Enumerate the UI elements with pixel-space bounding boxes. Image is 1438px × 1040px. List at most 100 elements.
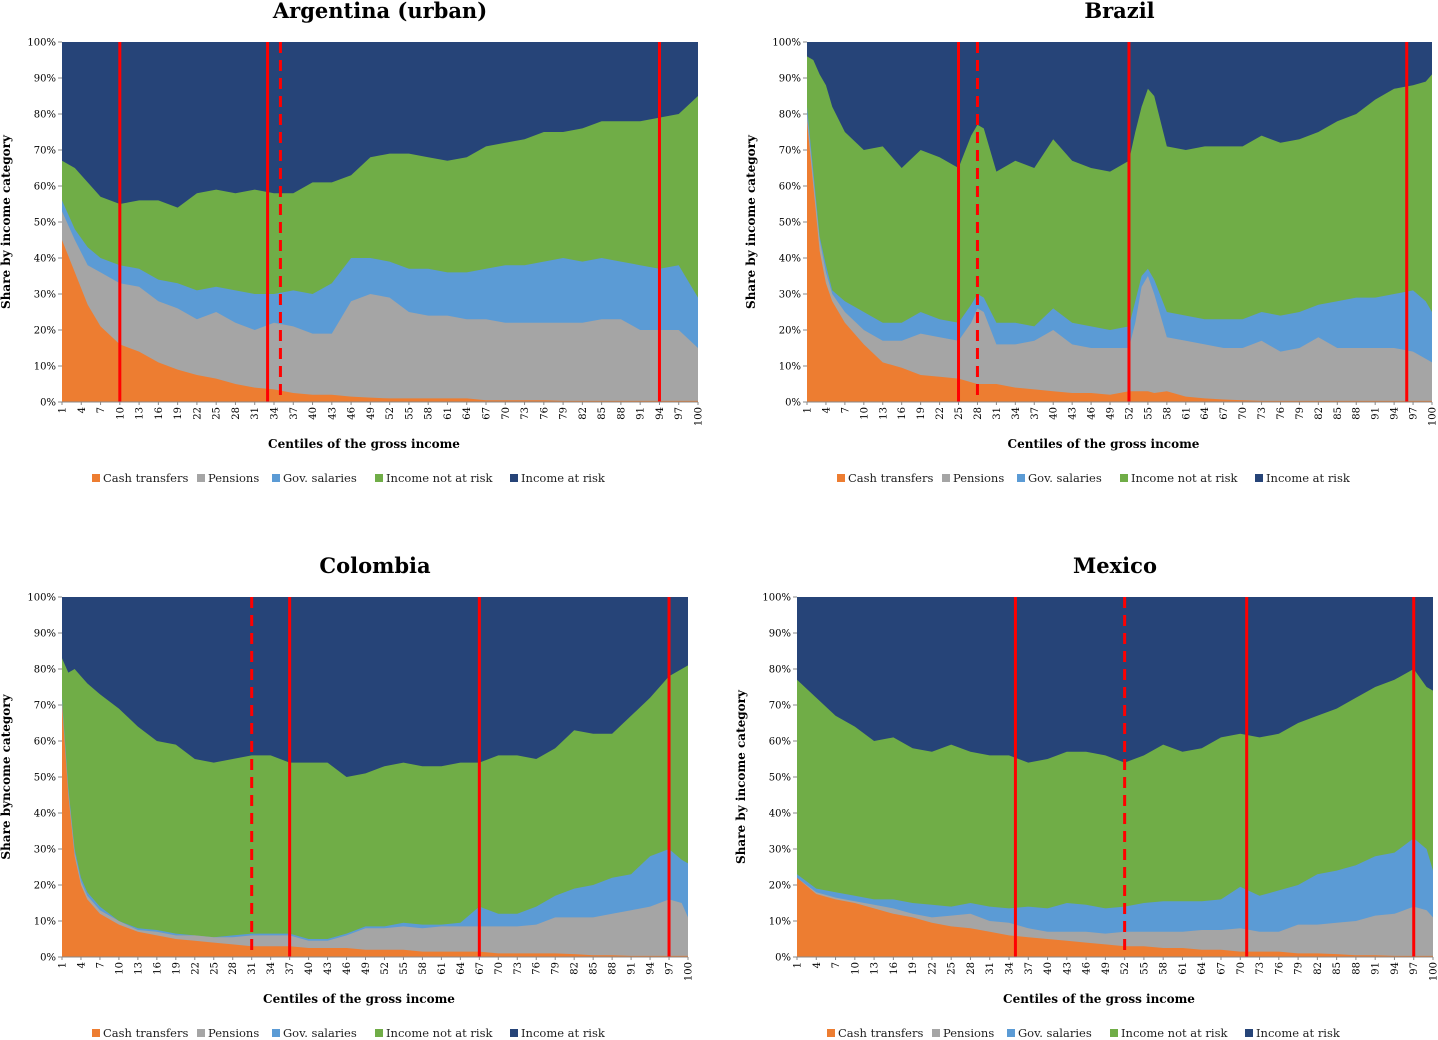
x-tick-label: 64 — [456, 962, 467, 975]
x-tick-label: 55 — [404, 407, 415, 420]
legend-swatch-cash-transfers — [827, 1029, 835, 1037]
area-cash-transfers — [62, 705, 688, 957]
x-tick-label: 73 — [520, 407, 531, 420]
y-tick-label: 20% — [34, 881, 56, 892]
x-tick-label: 64 — [1197, 962, 1208, 975]
x-tick-label: 16 — [897, 407, 908, 420]
legend-label-gov-salaries: Gov. salaries — [283, 471, 357, 485]
x-tick-label: 46 — [347, 407, 358, 420]
legend-label-cash-transfers: Cash transfers — [103, 471, 188, 485]
x-tick-label: 4 — [812, 962, 823, 968]
x-tick-label: 49 — [1106, 407, 1117, 420]
x-tick-label: 19 — [171, 962, 182, 975]
legend-label-income-at-risk: Income at risk — [521, 1026, 606, 1040]
x-tick-label: 88 — [616, 407, 627, 420]
x-tick-label: 1 — [58, 962, 69, 968]
chart-svg-brazil: Brazil 0% 10% 20% 30% 40% 50% 60% 70% 80% 90% 100% 1… — [744, 0, 1438, 485]
x-tick-label: 40 — [308, 407, 319, 420]
x-tick-label: 58 — [424, 407, 435, 420]
y-tick-label: 100% — [27, 38, 56, 49]
x-tick-label: 88 — [1351, 962, 1362, 975]
x-tick-label: 10 — [850, 962, 861, 975]
chart-title: Argentina (urban) — [272, 0, 487, 23]
x-tick-label: 16 — [152, 962, 163, 975]
x-tick-label: 49 — [366, 407, 377, 420]
x-tick-label: 94 — [1390, 962, 1401, 975]
x-tick-label: 64 — [1200, 407, 1211, 420]
legend-swatch-pensions — [197, 1029, 205, 1037]
x-tick-label: 10 — [859, 407, 870, 420]
y-tick-label: 40% — [769, 809, 791, 820]
y-tick-label: 10% — [779, 362, 801, 373]
x-tick-label: 91 — [627, 962, 638, 975]
x-tick-label: 85 — [597, 407, 608, 420]
legend-label-income-not-at-risk: Income not at risk — [1131, 471, 1238, 485]
x-tick-label: 7 — [840, 407, 851, 413]
chart-panel-colombia: Colombia 0% 10% 20% 30% 40% 50% 60% 70% 80% 90% 100… — [0, 520, 719, 1040]
x-tick-label: 100 — [1429, 962, 1438, 981]
x-tick-label: 88 — [1352, 407, 1363, 420]
y-tick-label: 90% — [779, 74, 801, 85]
x-tick-label: 37 — [1024, 962, 1035, 975]
x-tick-label: 82 — [1313, 962, 1324, 975]
x-tick-label: 100 — [694, 407, 705, 426]
y-tick-label: 80% — [34, 110, 56, 121]
x-tick-label: 31 — [992, 407, 1003, 420]
legend-label-cash-transfers: Cash transfers — [103, 1026, 188, 1040]
area-cash-transfers — [797, 877, 1433, 957]
legend-swatch-income-at-risk — [1245, 1029, 1253, 1037]
y-tick-label: 50% — [34, 218, 56, 229]
x-tick-label: 34 — [1011, 407, 1022, 420]
y-axis-label: Share by income category — [734, 689, 748, 864]
x-tick-label: 79 — [559, 407, 570, 420]
x-tick-label: 40 — [304, 962, 315, 975]
x-tick-label: 22 — [190, 962, 201, 975]
chart-panel-mexico: Mexico 0% 10% 20% 30% 40% 50% 60% 70% 80% 90% 100% 1… — [719, 520, 1438, 1040]
y-tick-label: 30% — [769, 845, 791, 856]
x-axis-label: Centiles of the gross income — [1008, 437, 1200, 451]
y-tick-label: 40% — [34, 809, 56, 820]
chart-title: Mexico — [1073, 553, 1157, 578]
legend-label-pensions: Pensions — [943, 1026, 994, 1040]
legend-swatch-income-not-at-risk — [375, 474, 383, 482]
x-tick-label: 70 — [501, 407, 512, 420]
x-tick-label: 76 — [532, 962, 543, 975]
legend-swatch-gov-salaries — [272, 474, 280, 482]
y-tick-label: 40% — [34, 254, 56, 265]
legend-label-income-not-at-risk: Income not at risk — [386, 471, 493, 485]
y-tick-label: 50% — [34, 773, 56, 784]
y-tick-label: 60% — [34, 182, 56, 193]
y-tick-label: 50% — [779, 218, 801, 229]
x-tick-label: 46 — [1082, 962, 1093, 975]
chart-svg-mexico: Mexico 0% 10% 20% 30% 40% 50% 60% 70% 80% 90% 100% 1… — [734, 553, 1438, 1040]
chart-panel-argentina: Argentina (urban) 0% 10% 20% 30% 40% 50% 60% 70%… — [0, 0, 719, 520]
x-tick-label: 97 — [1409, 962, 1420, 975]
y-tick-label: 100% — [772, 38, 801, 49]
legend-label-cash-transfers: Cash transfers — [838, 1026, 923, 1040]
y-tick-label: 30% — [34, 845, 56, 856]
area-income-not-at-risk — [62, 658, 688, 957]
legend-swatch-income-not-at-risk — [375, 1029, 383, 1037]
y-axis-label: Share by income category — [0, 134, 13, 309]
legend-label-cash-transfers: Cash transfers — [848, 471, 933, 485]
x-tick-label: 85 — [589, 962, 600, 975]
x-axis-label: Centiles of the gross income — [268, 437, 460, 451]
y-tick-label: 0% — [40, 953, 56, 964]
y-tick-label: 80% — [769, 665, 791, 676]
x-tick-label: 70 — [494, 962, 505, 975]
x-tick-label: 70 — [1236, 962, 1247, 975]
x-tick-label: 73 — [1257, 407, 1268, 420]
x-tick-label: 91 — [1371, 962, 1382, 975]
y-tick-label: 20% — [779, 326, 801, 337]
x-tick-label: 25 — [209, 962, 220, 975]
y-tick-label: 0% — [785, 398, 801, 409]
x-tick-label: 37 — [285, 962, 296, 975]
x-tick-label: 52 — [380, 962, 391, 975]
y-tick-label: 60% — [34, 737, 56, 748]
x-tick-label: 43 — [1068, 407, 1079, 420]
x-tick-label: 13 — [133, 962, 144, 975]
x-tick-label: 16 — [154, 407, 165, 420]
x-tick-label: 13 — [878, 407, 889, 420]
x-tick-label: 85 — [1333, 407, 1344, 420]
y-tick-label: 10% — [34, 362, 56, 373]
